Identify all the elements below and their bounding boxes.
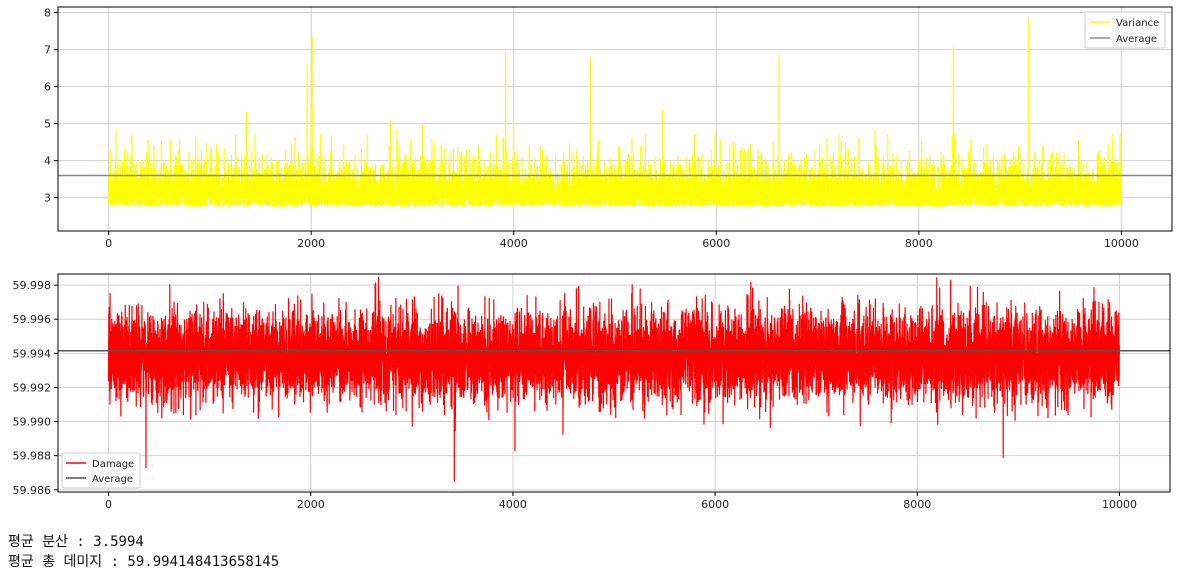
damage-y-tick-label: 59.992 — [13, 381, 52, 394]
output-average-total-damage: 평균 총 데미지 : 59.994148413658145 — [8, 554, 280, 570]
output-average-variance: 평균 분산 : 3.5994 — [8, 534, 144, 550]
variance-legend: Variance Average — [1084, 11, 1166, 49]
variance-x-tick-label: 8000 — [905, 237, 933, 250]
damage-x-tick-label: 10000 — [1102, 498, 1137, 511]
variance-x-tick-label: 4000 — [500, 237, 528, 250]
damage-series-layer — [58, 276, 1170, 482]
damage-ticks: 0 2000 4000 6000 8000 10000 59.986 59.988 59.990… — [13, 279, 1137, 511]
damage-legend-box — [61, 452, 141, 489]
damage-y-tick-label: 59.990 — [13, 416, 52, 429]
damage-y-tick-label: 59.996 — [13, 313, 52, 326]
damage-series-damage-line — [107, 276, 1120, 482]
variance-legend-box — [1084, 11, 1166, 49]
variance-x-tick-label: 10000 — [1104, 237, 1139, 250]
damage-y-tick-label: 59.998 — [13, 279, 52, 292]
damage-y-tick-label: 59.986 — [13, 484, 52, 497]
damage-x-tick-label: 2000 — [297, 498, 325, 511]
variance-ticks: 0 2000 4000 6000 8000 10000 3 4 5 6 7 8 — [44, 7, 1139, 250]
variance-y-tick-label: 7 — [44, 44, 51, 57]
damage-chart: 0 2000 4000 6000 8000 10000 59.986 59.988 59.990… — [13, 273, 1171, 511]
damage-y-tick-label: 59.994 — [13, 347, 52, 360]
variance-x-tick-label: 0 — [105, 237, 112, 250]
damage-legend: Damage Average — [61, 452, 141, 489]
variance-y-tick-label: 6 — [44, 81, 51, 94]
variance-legend-label-average: Average — [1116, 34, 1157, 45]
variance-y-tick-label: 4 — [44, 155, 51, 168]
damage-x-tick-label: 0 — [105, 498, 112, 511]
variance-legend-label-variance: Variance — [1116, 18, 1159, 29]
variance-series-layer — [58, 17, 1172, 207]
variance-axes-frame — [57, 6, 1173, 232]
variance-y-tick-label: 5 — [44, 118, 51, 131]
damage-axes-frame — [57, 273, 1171, 493]
variance-chart: 0 2000 4000 6000 8000 10000 3 4 5 6 7 8 Variance Av… — [44, 6, 1173, 250]
damage-x-tick-label: 4000 — [499, 498, 527, 511]
variance-y-tick-label: 3 — [44, 192, 51, 205]
damage-y-tick-label: 59.988 — [13, 450, 52, 463]
variance-x-tick-label: 2000 — [297, 237, 325, 250]
damage-x-tick-label: 8000 — [903, 498, 931, 511]
variance-series-variance-line — [108, 17, 1122, 207]
variance-y-tick-label: 8 — [44, 7, 51, 20]
damage-x-tick-label: 6000 — [701, 498, 729, 511]
damage-legend-label-damage: Damage — [92, 459, 134, 470]
variance-x-tick-label: 6000 — [702, 237, 730, 250]
damage-legend-label-average: Average — [92, 474, 133, 485]
